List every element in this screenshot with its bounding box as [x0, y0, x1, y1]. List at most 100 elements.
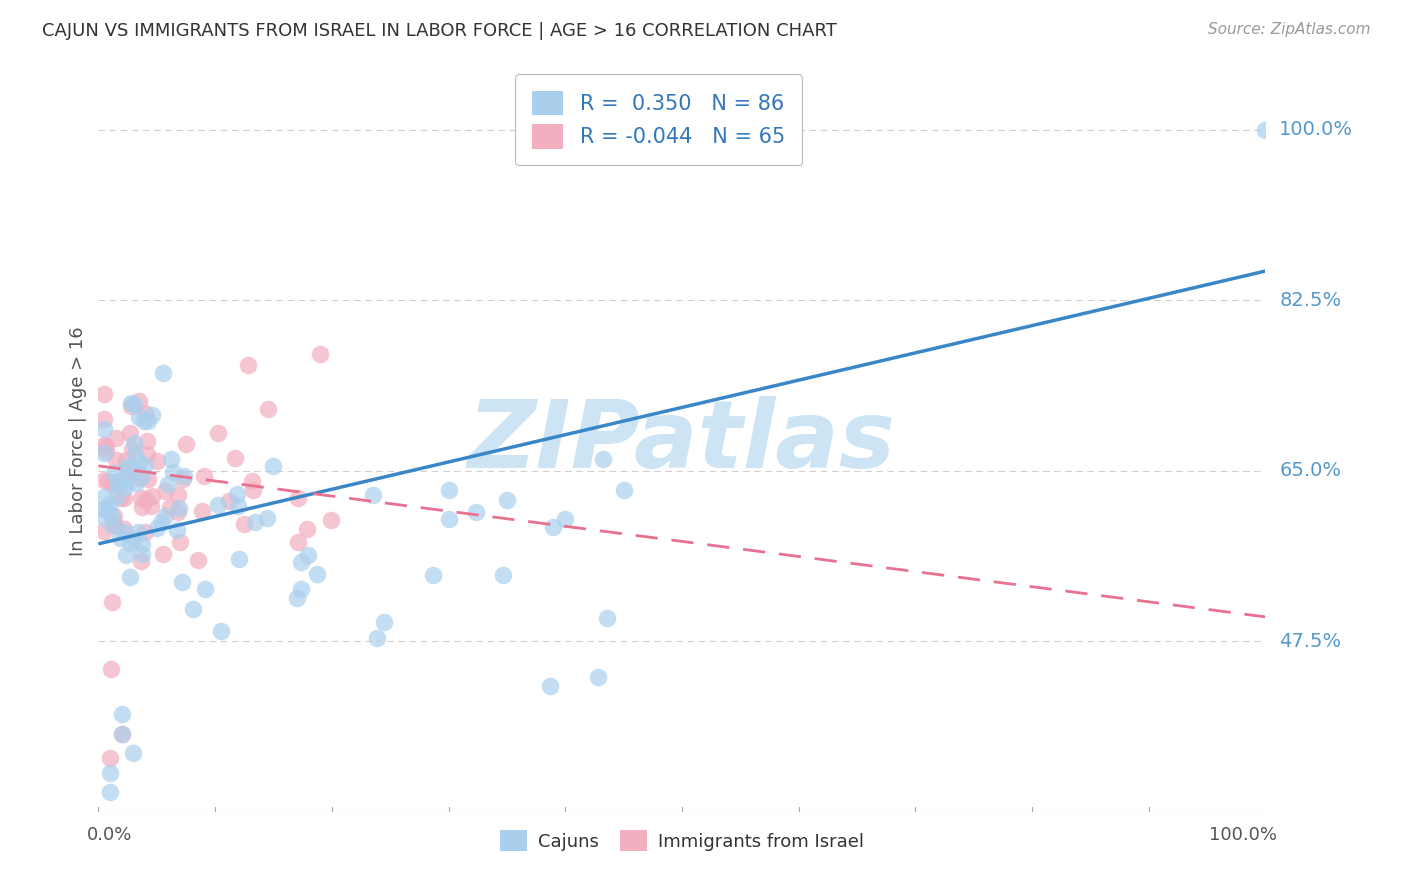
Point: [1254, 123, 1277, 137]
Point: [136, 471, 159, 485]
Point: [290, 555, 312, 569]
Point: [128, 393, 150, 408]
Point: [96, 502, 118, 516]
Point: [287, 534, 309, 549]
Point: [464, 505, 486, 519]
Point: [97, 474, 120, 488]
Point: [149, 515, 172, 529]
Point: [169, 501, 191, 516]
Point: [105, 489, 128, 503]
Point: [131, 537, 153, 551]
Text: CAJUN VS IMMIGRANTS FROM ISRAEL IN LABOR FORCE | AGE > 16 CORRELATION CHART: CAJUN VS IMMIGRANTS FROM ISRAEL IN LABOR…: [42, 22, 837, 40]
Text: 82.5%: 82.5%: [1279, 291, 1341, 310]
Point: [131, 547, 153, 561]
Point: [101, 509, 124, 524]
Point: [115, 452, 138, 467]
Point: [373, 615, 395, 629]
Text: 47.5%: 47.5%: [1279, 632, 1341, 651]
Point: [98, 751, 121, 765]
Point: [111, 727, 134, 741]
Point: [159, 500, 181, 515]
Point: [242, 483, 264, 497]
Point: [127, 525, 149, 540]
Point: [285, 591, 308, 606]
Point: [93, 411, 115, 425]
Point: [112, 491, 135, 505]
Point: [103, 518, 125, 533]
Point: [262, 458, 284, 473]
Point: [110, 531, 132, 545]
Point: [492, 568, 515, 582]
Point: [129, 491, 152, 505]
Point: [114, 549, 136, 563]
Point: [98, 497, 121, 511]
Point: [124, 465, 146, 479]
Point: [131, 469, 153, 483]
Y-axis label: In Labor Force | Age > 16: In Labor Force | Age > 16: [69, 326, 87, 557]
Point: [93, 510, 115, 524]
Point: [112, 524, 135, 539]
Point: [290, 582, 312, 597]
Point: [172, 472, 194, 486]
Point: [129, 471, 152, 485]
Point: [124, 436, 146, 450]
Point: [170, 575, 193, 590]
Point: [128, 409, 150, 424]
Point: [141, 489, 163, 503]
Point: [361, 488, 384, 502]
Point: [159, 452, 181, 467]
Point: [191, 504, 214, 518]
Point: [207, 426, 229, 441]
Point: [93, 502, 115, 516]
Point: [153, 509, 176, 524]
Point: [121, 442, 143, 456]
Point: [174, 437, 197, 451]
Point: [541, 520, 564, 534]
Point: [120, 395, 142, 409]
Point: [100, 662, 122, 676]
Point: [309, 347, 332, 361]
Point: [114, 480, 136, 494]
Point: [101, 476, 124, 491]
Point: [166, 505, 188, 519]
Point: [93, 422, 115, 436]
Point: [104, 452, 127, 467]
Point: [93, 473, 115, 487]
Point: [257, 402, 280, 417]
Point: [131, 500, 153, 514]
Point: [319, 512, 342, 526]
Point: [114, 475, 136, 489]
Point: [155, 483, 177, 498]
Point: [136, 414, 159, 428]
Point: [93, 445, 115, 459]
Text: 0.0%: 0.0%: [87, 826, 132, 845]
Point: [437, 512, 460, 526]
Point: [132, 414, 155, 428]
Point: [225, 487, 247, 501]
Point: [287, 491, 309, 505]
Legend: Cajuns, Immigrants from Israel: Cajuns, Immigrants from Israel: [492, 823, 872, 858]
Point: [98, 765, 121, 780]
Point: [100, 595, 122, 609]
Point: [613, 483, 636, 498]
Point: [105, 478, 128, 492]
Point: [183, 601, 205, 615]
Point: [437, 483, 460, 498]
Point: [93, 387, 115, 401]
Point: [232, 517, 254, 532]
Point: [366, 632, 388, 646]
Point: [134, 406, 156, 420]
Point: [256, 510, 278, 524]
Point: [103, 466, 125, 480]
Text: 65.0%: 65.0%: [1279, 461, 1341, 480]
Point: [228, 552, 250, 566]
Point: [117, 469, 139, 483]
Point: [224, 451, 246, 466]
Point: [110, 491, 132, 505]
Point: [496, 493, 519, 508]
Point: [103, 515, 125, 529]
Text: Source: ZipAtlas.com: Source: ZipAtlas.com: [1208, 22, 1371, 37]
Point: [243, 516, 266, 530]
Point: [207, 498, 229, 512]
Point: [101, 517, 124, 532]
